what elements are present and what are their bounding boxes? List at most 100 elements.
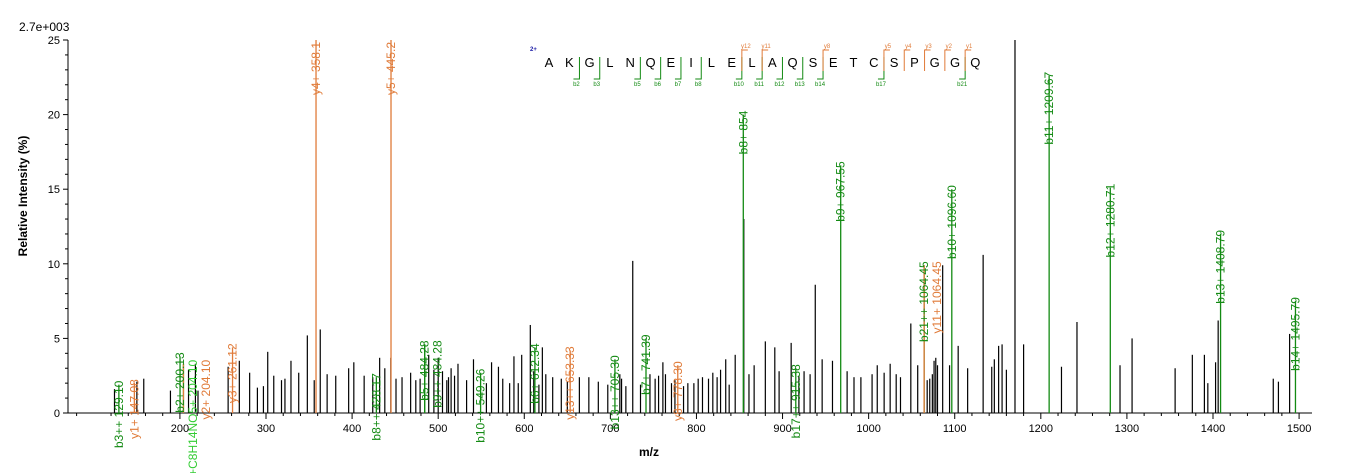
residue: E [829,55,838,70]
b-ion-mark: b2 [573,82,580,88]
residue: T [850,55,858,70]
b-ion-mark: b3 [593,82,600,88]
b-ion-bracket [756,57,763,80]
peak-label: b9+ 967.55 [834,161,848,222]
peak-label: b17++ 915.38 [789,364,803,438]
peak-label: b7+ 741.39 [639,334,653,395]
y-ion-bracket [761,49,769,71]
peptide-sequence-diagram: 2+A K G L N Q E I L E L A Q S E T C S P G G Qb2 b3 b5 b6 b7 b8 b10 b… [530,44,980,88]
y-ion-bracket [822,49,830,71]
peak-label: b2+ 200.13 [173,352,187,413]
y-ion-bracket [903,49,911,71]
y-tick-label: 0 [54,408,60,420]
peak-label: b8++ 428.17 [369,373,383,441]
y-ion-mark: y11 [762,44,772,50]
b-ion-mark: b7 [675,82,682,88]
y-ion-mark: y4 [905,44,912,50]
y-tick-label: 10 [48,259,60,271]
x-tick-label: 900 [773,423,791,435]
peak-label: y8+ 778.30 [671,361,685,421]
b-ion-bracket [796,57,804,80]
b-ion-bracket [695,57,702,80]
x-tick-label: 400 [343,423,361,435]
x-tick-label: 1300 [1115,423,1139,435]
y-ion-mark: y1 [966,44,973,50]
residue: E [727,55,736,70]
y-ion-mark: y12 [741,44,751,50]
y-ion-mark: y5 [885,44,892,50]
y-ion-bracket [944,49,951,71]
b-ion-mark: b11 [754,82,764,88]
b-ion-bracket [654,57,662,80]
axes-frame: 0 5 10 15 20 25 200 300 400 500 600 700 800 900 1000 11… [48,35,1312,435]
residue: Q [970,55,980,70]
peak-label: b9++ 484.28 [431,340,445,408]
x-tick-label: 700 [601,423,619,435]
peak-label: y2+ 204.10 [199,359,213,419]
b-ion-mark: b6 [654,82,661,88]
peak-label: b5+ 484.28 [418,340,432,401]
peaks-layer [113,40,1297,413]
peak-label: b8+ 854 [736,110,750,154]
peak-label: b13+ 1408.79 [1214,230,1228,304]
residue: L [606,55,613,70]
y-ion-bracket [924,49,931,71]
residue: S [890,55,899,70]
residue: Q [645,55,655,70]
x-tick-label: 1400 [1201,423,1225,435]
residue: S [809,55,818,70]
residue: G [950,55,960,70]
peak-labels-layer: b3++ 129.10 y1+ 147.08 b2+ 200.13 0+C8H14NO… [112,42,1303,473]
x-tick-label: 800 [687,423,705,435]
peak-label: y4+ 358.1 [309,42,323,95]
y-tick-label: 25 [48,35,60,47]
b-ion-bracket [674,57,682,80]
b-ion-bracket [776,57,783,80]
residue: A [545,55,554,70]
intensity-scale-label: 2.7e+003 [19,20,70,34]
x-axis-title: m/z [639,445,659,459]
b-ion-mark: b8 [695,82,702,88]
x-tick-label: 600 [515,423,533,435]
y-axis-title: Relative Intensity (%) [16,136,30,257]
residue: K [565,55,574,70]
residue: E [666,55,675,70]
peak-label: y11+ 1064.45 [930,261,944,334]
b-ion-bracket [817,57,824,80]
y-tick-label: 15 [48,184,60,196]
peak-label: y3+ 261.12 [226,343,240,403]
residue: G [585,55,595,70]
y-tick-label: 5 [54,333,60,345]
b-ion-mark: b10 [734,82,745,88]
residue: P [910,55,919,70]
b-ion-mark: b21 [957,82,968,88]
x-tick-label: 1000 [856,423,880,435]
b-ion-mark: b17 [876,82,887,88]
b-ion-bracket [735,57,743,80]
residue: L [748,55,755,70]
residue: L [708,55,715,70]
peak-label: b21++ 1064.45 [917,261,931,342]
residue: N [626,55,635,70]
b-ion-mark: b12 [774,82,785,88]
x-tick-label: 300 [257,423,275,435]
peak-label: b12+ 1280.71 [1103,183,1117,257]
peak-label: b6+ 612.34 [528,343,542,404]
y-ion-bracket [964,49,972,71]
y-ion-bracket [883,49,890,71]
b-ion-mark: b14 [815,82,826,88]
peak-label: y1+ 147.08 [127,379,141,439]
b-ion-mark: b5 [634,82,641,88]
x-tick-label: 200 [171,423,189,435]
y-ion-bracket [741,49,748,71]
precursor-charge: 2+ [530,47,537,53]
residue: I [689,55,693,70]
residue: C [869,55,878,70]
b-ion-bracket [593,57,601,80]
residue: A [768,55,777,70]
residue: G [930,55,940,70]
peak-label: 0+C8H14NO5+ 204.10 [186,359,200,473]
peak-label: y5+ 445.2 [384,42,398,95]
peak-label: b3++ 129.10 [112,380,126,448]
